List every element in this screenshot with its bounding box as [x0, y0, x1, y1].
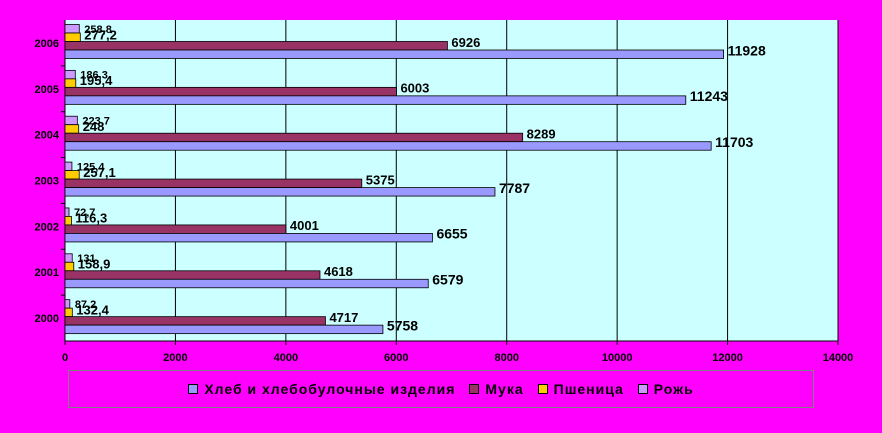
data-label: 277,2 [84, 27, 117, 42]
data-label: 6926 [451, 35, 480, 50]
data-label: 248 [83, 119, 105, 134]
bar [64, 49, 724, 59]
bar [64, 307, 73, 318]
bar [64, 207, 70, 217]
bar [64, 161, 73, 171]
legend-item: Хлеб и хлебобулочные изделия [188, 381, 455, 397]
data-label: 4717 [329, 310, 358, 325]
y-tick-label: 2004 [35, 130, 60, 142]
data-label: 11703 [715, 134, 753, 150]
bar [64, 178, 363, 188]
bar [64, 32, 81, 42]
bar [64, 69, 76, 80]
data-label: 132,4 [76, 302, 109, 317]
bar [64, 78, 77, 88]
x-tick-label: 10000 [602, 352, 633, 364]
data-label: 4618 [324, 264, 353, 279]
bar [64, 141, 712, 151]
data-label: 8289 [527, 126, 556, 141]
legend-item: Рожь [637, 381, 694, 397]
data-label: 158,9 [78, 257, 111, 272]
data-label: 223,7 [82, 115, 110, 127]
data-label: 125,4 [77, 161, 105, 173]
legend-swatch [469, 384, 480, 394]
legend-label: Мука [485, 381, 524, 397]
x-tick-label: 0 [62, 352, 68, 364]
x-tick-label: 2000 [163, 352, 187, 364]
data-label: 131 [77, 253, 95, 265]
legend-item: Мука [469, 381, 523, 397]
bar [64, 233, 433, 243]
bar [64, 170, 80, 180]
data-label: 4001 [290, 218, 319, 233]
data-label: 186,3 [80, 70, 108, 82]
bar [64, 299, 71, 309]
y-tick-label: 2006 [35, 38, 59, 50]
x-tick-label: 14000 [823, 352, 854, 364]
x-tick-label: 12000 [712, 352, 743, 364]
bar [64, 95, 687, 105]
data-label: 6579 [432, 272, 463, 288]
bar [64, 253, 73, 263]
data-label: 195,4 [80, 73, 113, 88]
bar [64, 115, 78, 126]
bar [64, 24, 80, 34]
bar [64, 261, 75, 272]
y-tick-label: 2000 [35, 313, 59, 325]
bar [64, 324, 384, 335]
data-label: 72,7 [74, 207, 95, 219]
data-label: 258,8 [84, 24, 112, 36]
data-label: 11928 [728, 42, 766, 58]
bar [64, 278, 429, 289]
y-tick-label: 2005 [35, 84, 59, 96]
data-label: 87,2 [75, 299, 96, 311]
bar [64, 132, 524, 143]
y-tick-label: 2003 [35, 176, 59, 188]
bar [64, 41, 448, 51]
data-label: 6655 [436, 226, 467, 242]
bar [64, 270, 321, 280]
bar [64, 216, 72, 226]
bar [64, 86, 397, 97]
legend-label: Рожь [653, 381, 694, 397]
legend-label: Хлеб и хлебобулочные изделия [204, 381, 456, 397]
legend-item: Пшеница [537, 381, 624, 397]
legend-swatch [188, 384, 199, 394]
legend-label: Пшеница [553, 381, 624, 397]
data-label: 257,1 [83, 165, 116, 180]
bar [64, 224, 287, 234]
bar [64, 316, 326, 326]
x-tick-label: 6000 [384, 352, 408, 364]
x-tick-label: 4000 [274, 352, 298, 364]
chart-legend: Хлеб и хлебобулочные изделия Мука Пшеница Р… [68, 370, 814, 408]
y-tick-label: 2002 [35, 221, 59, 233]
data-label: 5758 [387, 317, 418, 333]
x-tick-label: 8000 [494, 352, 518, 364]
data-label: 11243 [690, 88, 728, 104]
legend-swatch [537, 384, 548, 394]
bar [64, 124, 80, 134]
data-label: 6003 [400, 81, 429, 96]
data-label: 116,3 [75, 211, 107, 226]
bar [64, 187, 496, 197]
y-tick-label: 2001 [35, 267, 59, 279]
data-label: 7787 [499, 180, 530, 196]
data-label: 5375 [366, 172, 395, 187]
legend-swatch [637, 384, 648, 394]
